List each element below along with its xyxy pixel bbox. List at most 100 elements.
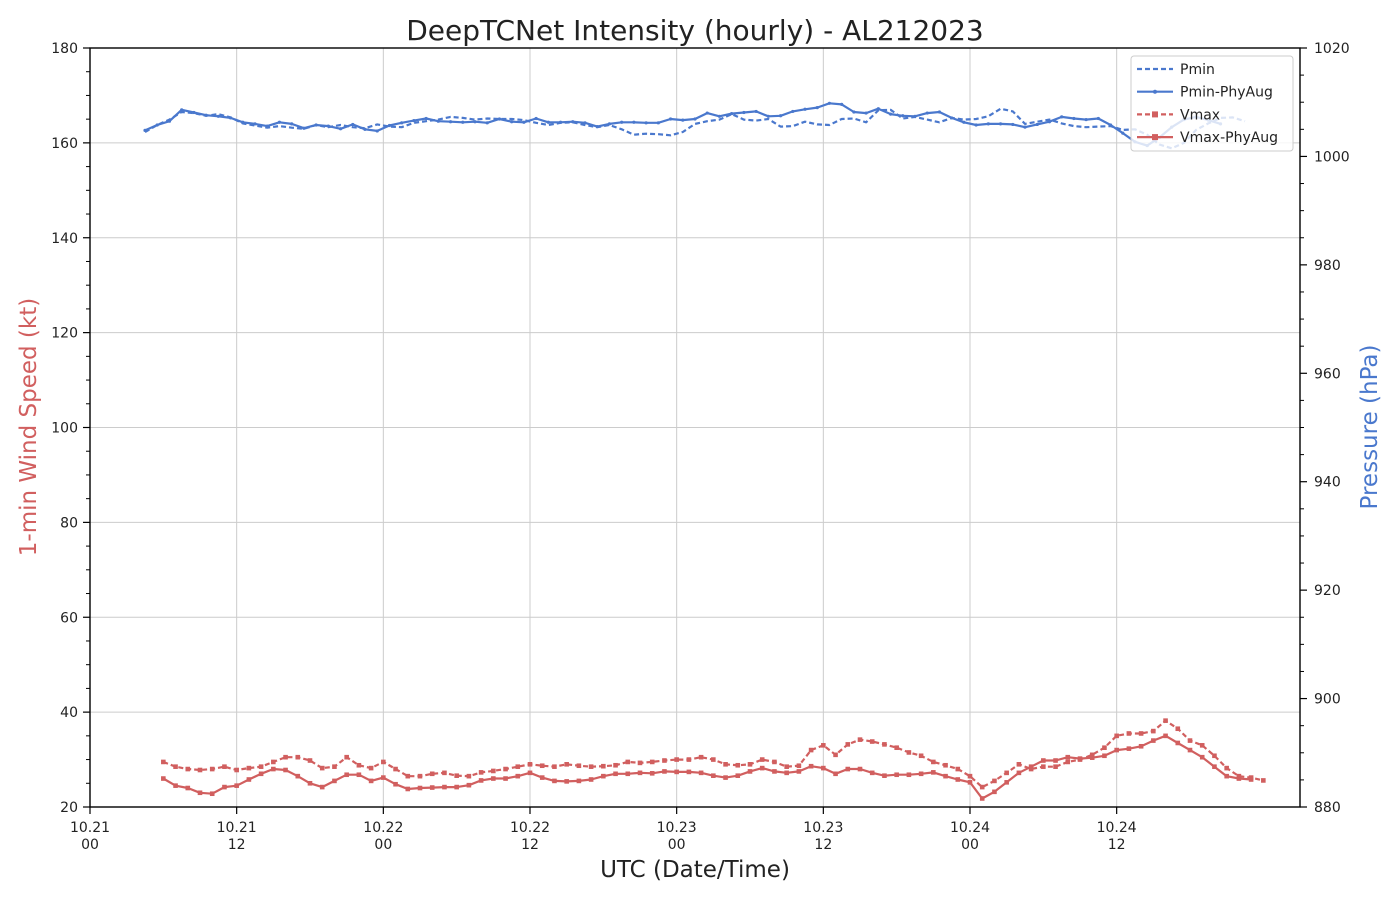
data-point-vmax [857, 737, 863, 742]
data-point-pmin-phyaug [620, 120, 624, 124]
data-point-vmax-phyaug [283, 767, 288, 773]
data-point-pmin-phyaug [204, 113, 208, 117]
x-tick-date-label: 10.22 [363, 820, 403, 836]
data-point-vmax [295, 754, 301, 760]
data-point-vmax [1151, 728, 1156, 734]
y-left-tick-label: 120 [51, 326, 78, 342]
data-point-pmin-phyaug [644, 121, 648, 125]
data-point-pmin-phyaug [448, 120, 453, 124]
data-point-vmax [185, 766, 191, 772]
data-point-vmax-phyaug [1224, 773, 1229, 779]
data-point-pmin-phyaug [778, 114, 783, 118]
x-tick-date-label: 10.23 [657, 820, 697, 836]
legend-label-pmin: Pmin [1180, 62, 1215, 78]
data-point-vmax [637, 760, 643, 766]
data-point-vmax-phyaug [979, 796, 985, 801]
data-point-pmin-phyaug [571, 120, 575, 124]
data-point-vmax [515, 764, 521, 769]
x-tick-hour-label: 00 [374, 837, 392, 853]
data-point-vmax-phyaug [625, 771, 631, 777]
data-point-pmin-phyaug [290, 122, 294, 126]
data-point-pmin-phyaug [876, 107, 880, 111]
data-point-pmin-phyaug [216, 114, 220, 118]
x-tick-hour-label: 12 [814, 837, 832, 853]
data-point-vmax [1126, 731, 1132, 736]
data-point-pmin-phyaug [1108, 123, 1113, 127]
data-point-vmax-phyaug [588, 777, 594, 782]
data-point-vmax-phyaug [1248, 777, 1254, 782]
data-point-vmax-phyaug [222, 784, 227, 790]
data-point-vmax [662, 758, 667, 763]
data-point-vmax [478, 770, 484, 775]
data-point-vmax-phyaug [894, 772, 899, 778]
y-left-tick-label: 100 [51, 421, 78, 437]
x-tick-hour-label: 00 [961, 837, 979, 853]
data-point-vmax-phyaug [649, 771, 655, 776]
data-point-vmax [1175, 726, 1181, 732]
data-point-vmax [1028, 766, 1034, 772]
data-point-vmax [845, 742, 851, 747]
data-point-pmin-phyaug [827, 101, 832, 105]
data-point-vmax-phyaug [772, 769, 777, 774]
data-point-pmin-phyaug [1084, 117, 1088, 122]
data-point-vmax [246, 765, 252, 771]
data-point-pmin-phyaug [888, 112, 893, 116]
data-point-vmax-phyaug [356, 772, 362, 778]
x-axis-label: UTC (Date/Time) [600, 857, 790, 883]
y-right-tick-label: 920 [1314, 583, 1341, 599]
data-point-vmax [503, 766, 508, 772]
data-point-vmax [869, 739, 875, 744]
data-point-vmax-phyaug [698, 770, 704, 776]
x-tick-hour-label: 12 [521, 837, 539, 853]
data-point-vmax [808, 747, 814, 753]
x-tick-hour-label: 00 [81, 837, 99, 853]
data-point-vmax-phyaug [307, 780, 313, 786]
data-point-vmax [271, 759, 276, 765]
data-point-vmax [405, 773, 411, 779]
y-left-tick-label: 20 [60, 800, 78, 816]
data-point-vmax-phyaug [1102, 753, 1107, 759]
data-point-vmax [979, 784, 985, 790]
data-point-vmax [442, 770, 447, 776]
data-point-vmax-phyaug [405, 786, 411, 792]
data-point-vmax [735, 762, 741, 768]
data-point-vmax-phyaug [173, 783, 178, 788]
data-point-vmax [882, 742, 887, 747]
data-point-vmax [821, 743, 826, 748]
data-point-pmin-phyaug [522, 120, 526, 124]
data-point-pmin-phyaug [754, 109, 758, 114]
series-line-pmin [144, 107, 1246, 150]
data-point-vmax [601, 763, 606, 769]
data-point-pmin-phyaug [387, 123, 392, 128]
data-point-vmax [1053, 764, 1058, 769]
data-point-vmax [992, 778, 997, 784]
series-line-pmin-phyaug [144, 102, 1221, 147]
data-point-vmax-phyaug [882, 773, 887, 778]
data-point-pmin-phyaug [668, 117, 673, 121]
data-point-pmin-phyaug [534, 116, 538, 121]
x-tick-date-label: 10.23 [803, 820, 843, 836]
data-point-vmax-phyaug [869, 770, 875, 776]
data-point-pmin-phyaug [852, 110, 856, 114]
y-axis-left-label: 1-min Wind Speed (kt) [16, 298, 42, 556]
data-point-vmax-phyaug [381, 775, 386, 780]
x-tick-date-label: 10.24 [1097, 820, 1137, 836]
data-point-pmin-phyaug [681, 118, 685, 122]
y-right-tick-label: 900 [1314, 692, 1341, 708]
chart-title: DeepTCNet Intensity (hourly) - AL212023 [406, 14, 984, 47]
data-point-vmax-phyaug [552, 778, 557, 784]
data-point-vmax [1163, 718, 1168, 723]
data-point-vmax [686, 757, 692, 762]
data-point-vmax-phyaug [735, 773, 741, 778]
data-point-pmin-phyaug [1011, 122, 1015, 127]
y-right-tick-label: 880 [1314, 800, 1341, 816]
data-point-vmax-phyaug [992, 789, 997, 795]
data-point-vmax-phyaug [197, 790, 203, 796]
data-point-vmax-phyaug [1114, 747, 1119, 753]
data-point-pmin-phyaug [473, 120, 477, 124]
data-point-vmax-phyaug [161, 776, 166, 781]
data-point-pmin-phyaug [424, 116, 428, 121]
data-point-vmax-phyaug [576, 778, 582, 784]
data-point-vmax-phyaug [1236, 776, 1242, 781]
